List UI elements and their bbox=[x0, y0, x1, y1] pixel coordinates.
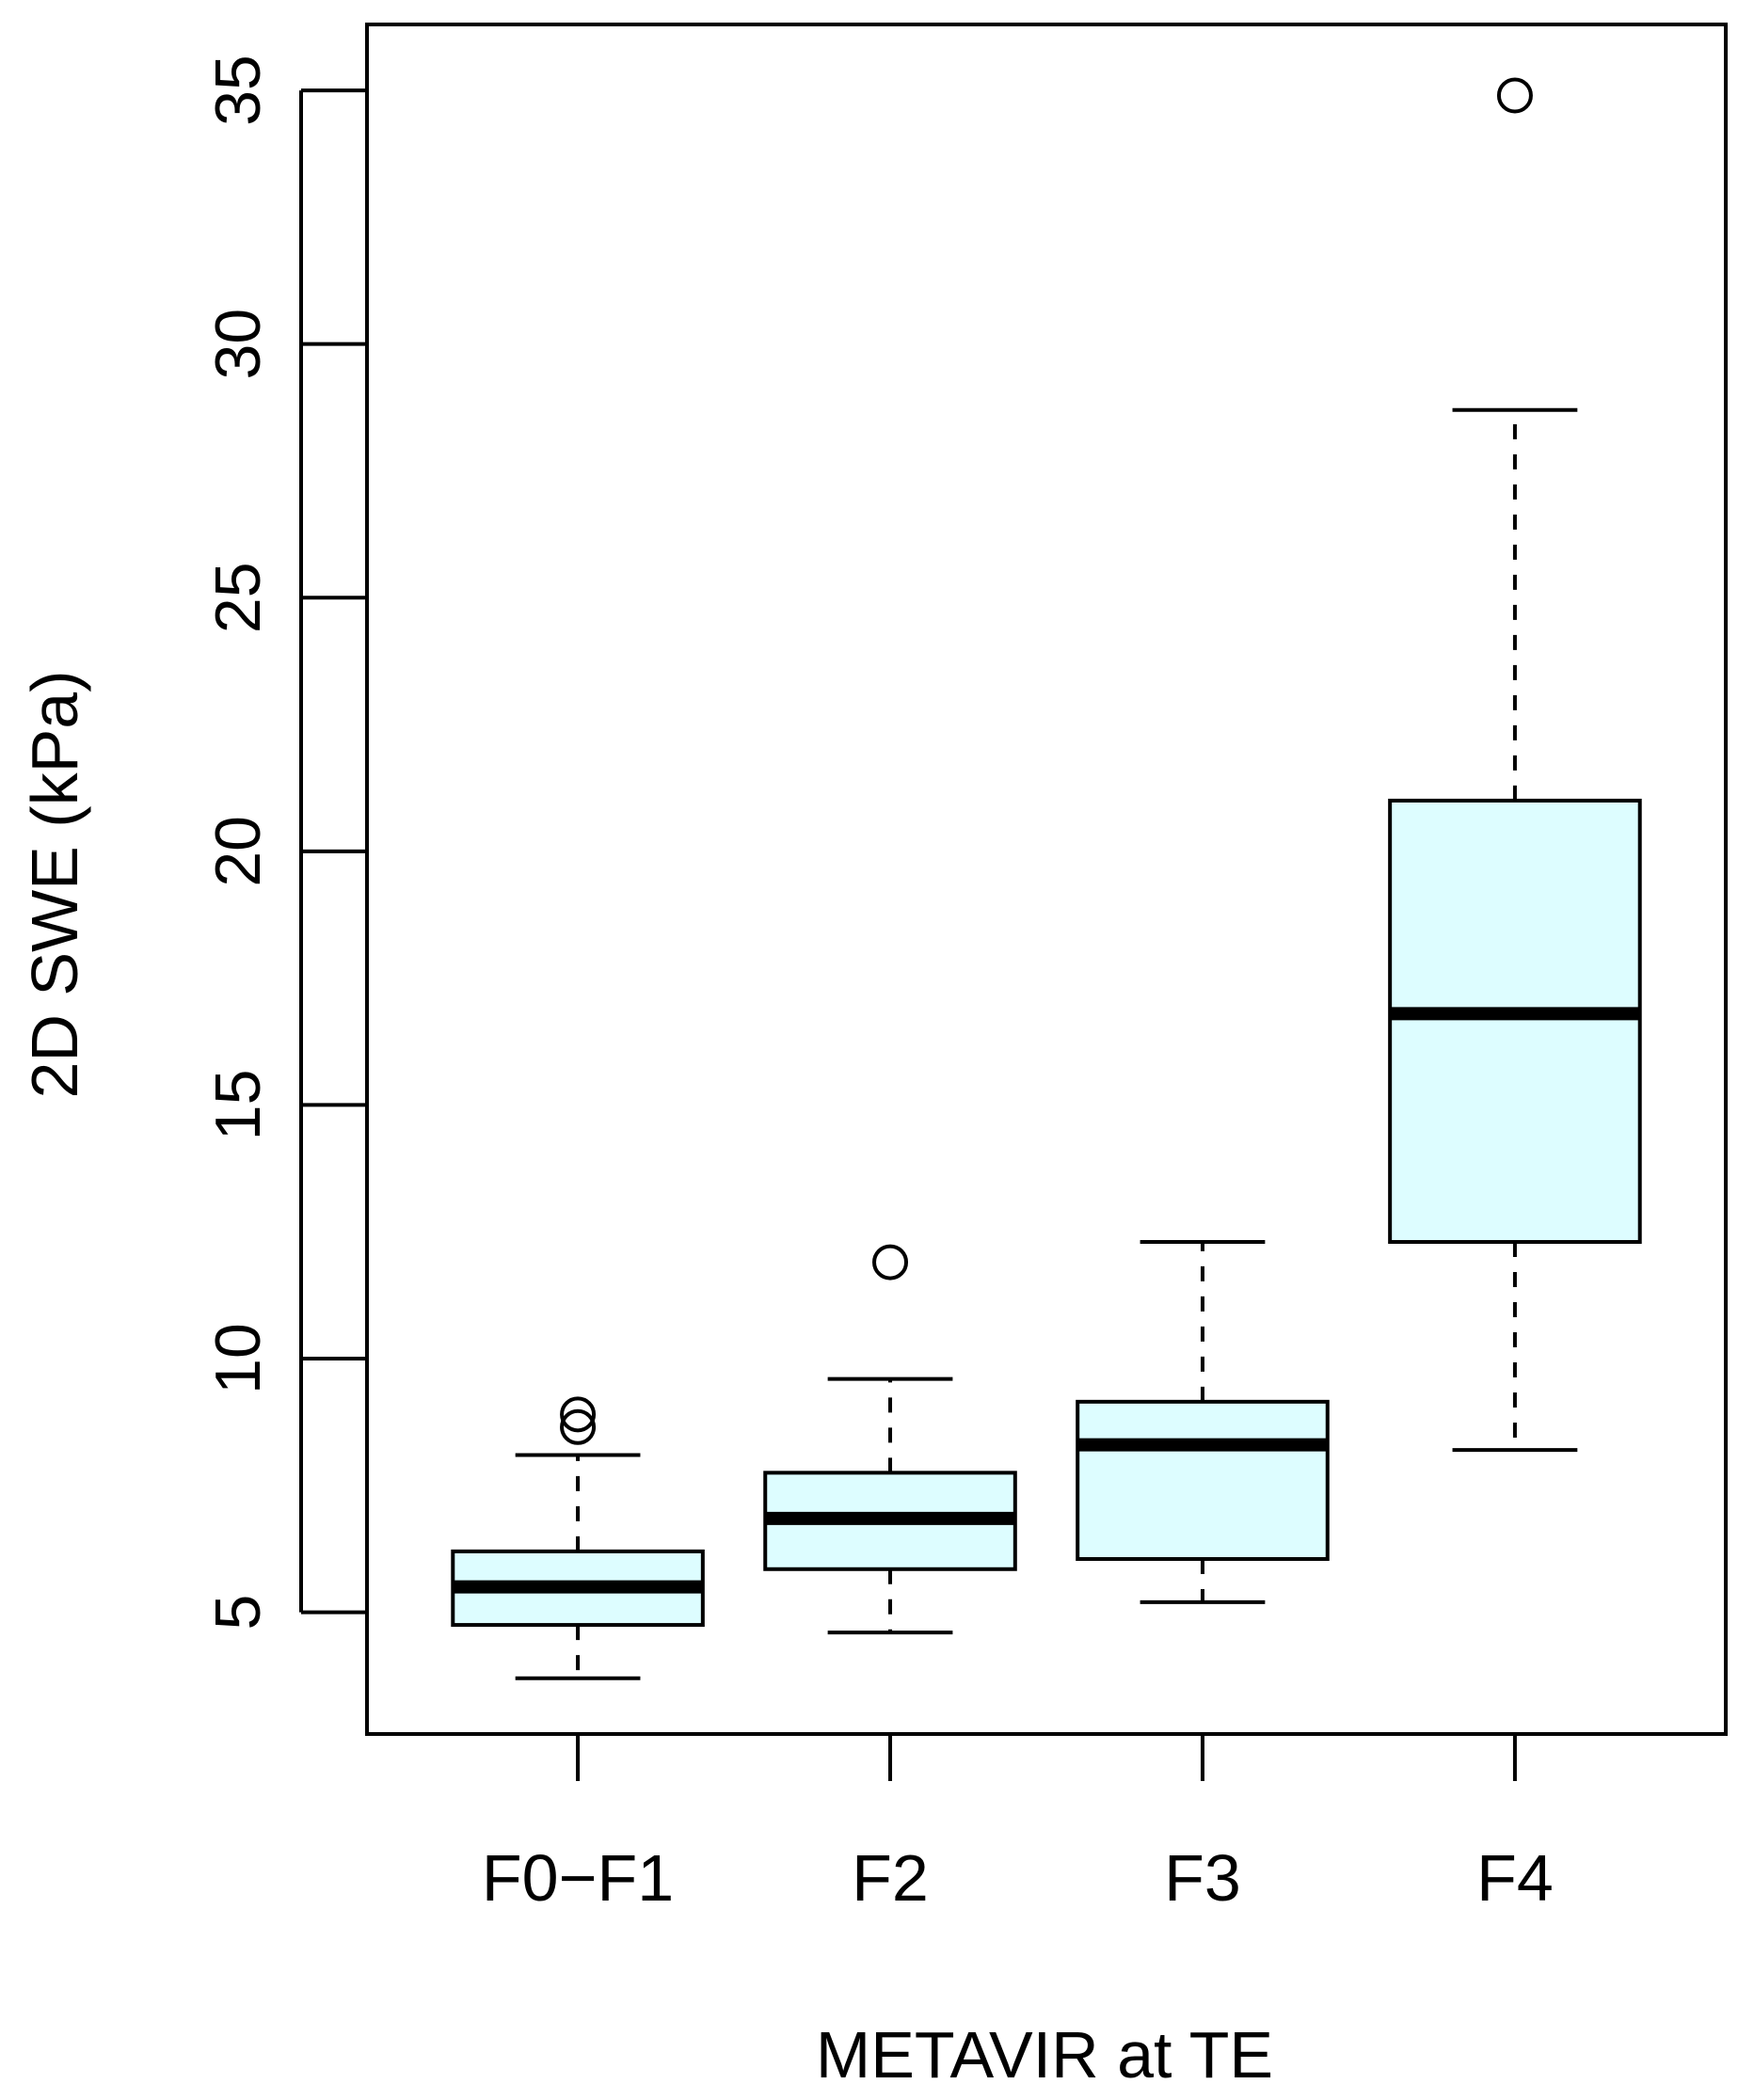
y-tick-label-5: 5 bbox=[202, 1595, 274, 1631]
iqr-box bbox=[1076, 1399, 1330, 1561]
outlier-point-0 bbox=[872, 1244, 909, 1281]
x-tick-label-1: F2 bbox=[852, 1841, 929, 1915]
y-tick-label-15: 15 bbox=[202, 1070, 274, 1141]
x-axis-label: METAVIR at TE bbox=[816, 2018, 1273, 2092]
y-axis-label: 2D SWE (kPa) bbox=[18, 670, 91, 1098]
iqr-box bbox=[1388, 798, 1642, 1245]
outlier-point-0 bbox=[560, 1408, 597, 1445]
plot-frame bbox=[365, 23, 1728, 1736]
outlier-point-0 bbox=[1496, 77, 1533, 114]
box-1 bbox=[763, 1244, 1017, 1635]
boxes-group bbox=[451, 77, 1642, 1680]
x-axis: F0−F1 F2 F3 F4 bbox=[482, 1734, 1554, 1915]
x-tick-label-3: F4 bbox=[1476, 1841, 1554, 1915]
box-3 bbox=[1388, 77, 1642, 1453]
box-0 bbox=[451, 1396, 705, 1680]
y-tick-label-30: 30 bbox=[202, 309, 274, 380]
box-2 bbox=[1076, 1240, 1330, 1604]
y-tick-label-25: 25 bbox=[202, 562, 274, 633]
y-tick-label-35: 35 bbox=[202, 55, 274, 126]
outlier-point-1 bbox=[560, 1396, 597, 1433]
y-axis: 5 10 15 20 25 30 35 bbox=[202, 55, 367, 1631]
x-tick-label-0: F0−F1 bbox=[482, 1841, 674, 1915]
x-tick-label-2: F3 bbox=[1164, 1841, 1241, 1915]
y-tick-label-10: 10 bbox=[202, 1323, 274, 1394]
y-tick-label-20: 20 bbox=[202, 816, 274, 887]
